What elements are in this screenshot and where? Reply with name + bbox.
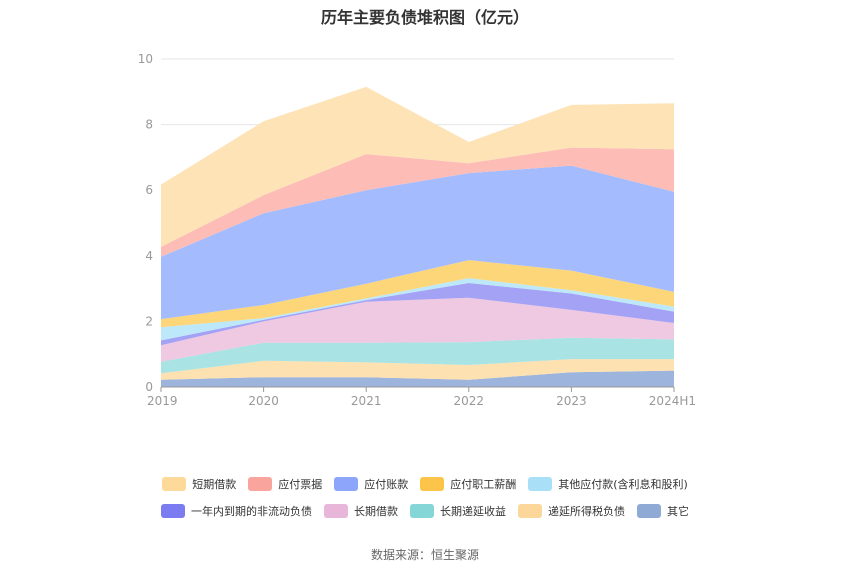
legend-swatch [528,477,553,491]
legend-swatch [334,477,359,491]
legend-swatch [420,477,445,491]
area-series-9 [161,86,674,247]
area-series-7 [161,165,674,320]
area-series-3 [161,297,674,362]
legend-label: 应付职工薪酬 [450,478,517,491]
legend-label: 递延所得税负债 [548,505,625,518]
legend-item[interactable]: 递延所得税负债 [518,500,625,522]
legend-label: 一年内到期的非流动负债 [191,505,312,518]
area-series-0 [161,370,674,387]
y-tick-label: 0 [145,380,153,394]
y-tick-label: 8 [145,118,153,132]
area-series-1 [161,359,674,380]
legend-item[interactable]: 应付职工薪酬 [420,473,516,495]
area-series-5 [161,278,674,341]
legend-swatch [324,504,348,518]
y-tick-label: 4 [145,249,153,263]
y-tick-label: 2 [145,314,153,328]
legend-label: 长期递延收益 [440,505,506,518]
x-tick-label: 2019 [147,394,178,408]
stacked-area-chart: 0 2 4 6 8 10 2019 2020 2021 2022 2023 2024H1 [138,52,696,408]
legend-label: 其他应付款(含利息和股利) [558,478,688,491]
legend-item[interactable]: 应付票据 [248,473,322,495]
legend-label: 应付账款 [364,478,409,491]
data-source: 数据来源：恒生聚源 [370,548,479,562]
legend-swatch [637,504,661,518]
area-series-8 [161,147,674,257]
legend-swatch [162,477,187,491]
legend-label: 其它 [667,505,689,518]
area-series-2 [161,337,674,374]
area-series-4 [161,283,674,346]
legend-label: 应付票据 [278,478,323,491]
x-tick-label: 2021 [351,394,382,408]
x-tick-label: 2022 [454,394,485,408]
legend-item[interactable]: 一年内到期的非流动负债 [161,500,312,522]
legend-item[interactable]: 其他应付款(含利息和股利) [528,473,688,495]
legend-item[interactable]: 其它 [637,500,689,522]
x-tick-label: 2023 [556,394,587,408]
y-tick-label: 10 [138,52,153,66]
legend-item[interactable]: 短期借款 [162,473,236,495]
legend-swatch [410,504,434,518]
x-tick-label: 2020 [248,394,279,408]
legend-swatch [248,477,273,491]
legend: 短期借款 应付票据 应付账款 应付职工薪酬 其他应付款(含利息和股利) 一年内到期的非流… [0,473,850,527]
legend-label: 长期借款 [354,505,398,518]
area-series [161,86,674,387]
axes: 0 2 4 6 8 10 2019 2020 2021 2022 2023 2024H1 [138,52,696,408]
legend-row-2: 一年内到期的非流动负债 长期借款 长期递延收益 递延所得税负债 其它 [0,500,850,522]
chart-title: 历年主要负债堆积图（亿元） [320,8,529,27]
legend-label: 短期借款 [192,478,237,491]
legend-item[interactable]: 长期递延收益 [410,500,506,522]
y-tick-label: 6 [145,183,153,197]
legend-item[interactable]: 应付账款 [334,473,408,495]
legend-swatch [161,504,185,518]
legend-item[interactable]: 长期借款 [324,500,398,522]
legend-row-1: 短期借款 应付票据 应付账款 应付职工薪酬 其他应付款(含利息和股利) [0,473,850,495]
legend-swatch [518,504,542,518]
x-tick-label: 2024H1 [649,394,696,408]
area-series-6 [161,260,674,328]
